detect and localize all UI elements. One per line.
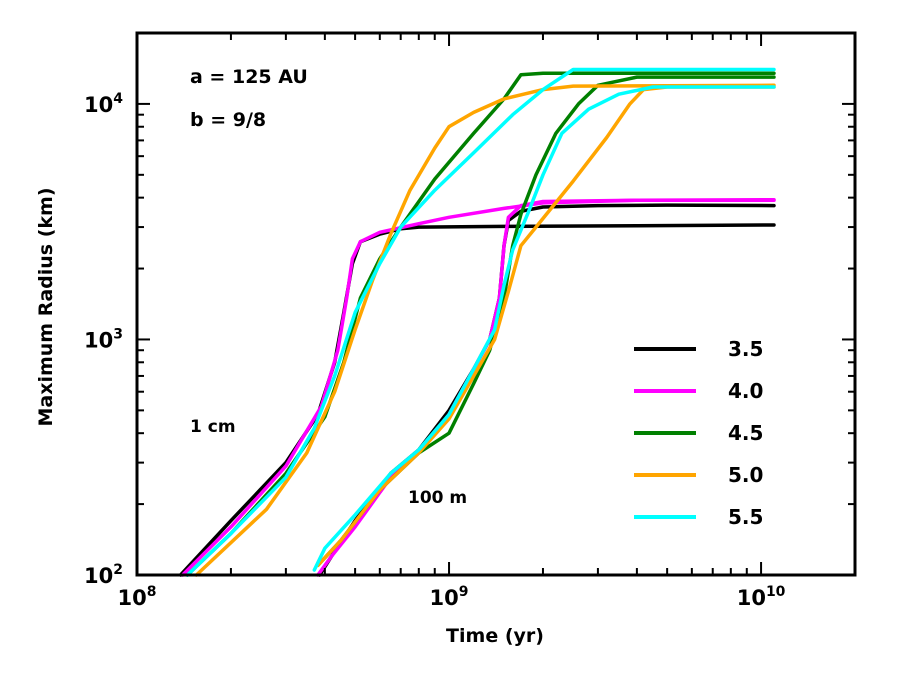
- x-tick-label: 109: [430, 584, 469, 610]
- annotation-1cm: 1 cm: [190, 417, 236, 437]
- series-line-5-5-100m: [312, 85, 776, 572]
- annotation-a: a = 125 AU: [190, 66, 308, 88]
- series-layer: [178, 67, 776, 577]
- annotation-b: b = 9/8: [190, 109, 266, 131]
- plot-frame: [135, 31, 857, 577]
- y-tick-label: 103: [84, 326, 123, 352]
- y-axis-title: Maximum Radius (km): [35, 187, 57, 426]
- annotation-100m: 100 m: [408, 488, 467, 508]
- legend: 3.5 4.0 4.5 5.0 5.5: [634, 337, 763, 529]
- series-line-5-0-1cm: [194, 83, 776, 577]
- legend-label: 4.0: [728, 379, 763, 403]
- y-tick-label: 104: [84, 91, 123, 117]
- legend-label: 4.5: [728, 421, 763, 445]
- x-axis-title: Time (yr): [446, 625, 544, 647]
- y-tick-label: 102: [84, 562, 123, 588]
- x-tick-label: 1010: [737, 584, 786, 610]
- legend-label: 5.5: [728, 505, 763, 529]
- legend-label: 3.5: [728, 337, 763, 361]
- legend-label: 5.0: [728, 463, 763, 487]
- x-tick-label: 108: [118, 584, 157, 610]
- ticks-layer: 108 109 1010 102 103 104: [84, 32, 856, 610]
- series-line-5-0-100m: [316, 85, 776, 568]
- series-line-5-5-1cm: [185, 67, 776, 577]
